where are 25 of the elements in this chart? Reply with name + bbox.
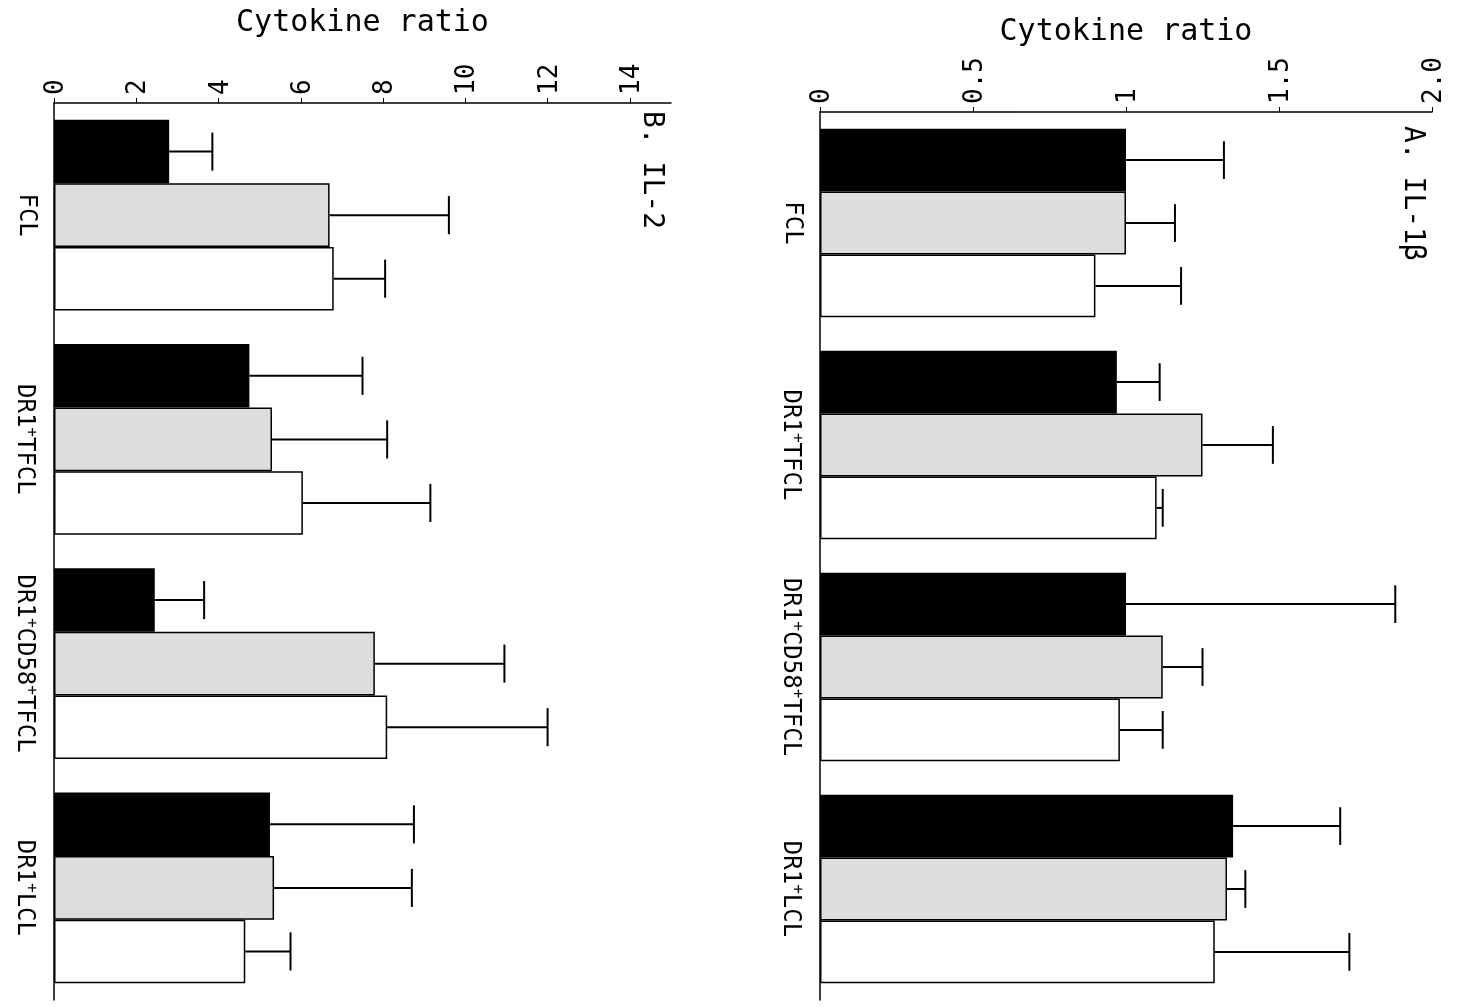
x-tick-label: 0 bbox=[805, 88, 835, 104]
x-tick-label: 0 bbox=[39, 79, 69, 95]
x-tick-label: 8 bbox=[368, 79, 399, 95]
y-tick-label: DR1+TFCL bbox=[12, 383, 42, 495]
x-tick-label: 1.5 bbox=[1264, 57, 1294, 104]
y-tick-label: DR1+TFCL bbox=[778, 389, 808, 501]
y-tick-label: DR1+CD58+TFCL bbox=[778, 577, 808, 757]
x-tick-label: 2 bbox=[121, 79, 152, 95]
x-tick-label: 12 bbox=[532, 63, 563, 95]
x-axis-title: Cytokine ratio bbox=[999, 11, 1253, 47]
x-tick-label: 2.0 bbox=[1417, 57, 1447, 104]
y-tick-label: FCL bbox=[14, 193, 42, 237]
x-tick-label: 14 bbox=[614, 63, 645, 95]
x-tick-label: 0.5 bbox=[958, 57, 988, 104]
y-tick-label: DR1+LCL bbox=[12, 839, 42, 937]
x-tick-label: 6 bbox=[285, 79, 316, 95]
x-tick-label: 1 bbox=[1111, 88, 1141, 104]
x-axis-title: Cytokine ratio bbox=[236, 2, 489, 38]
x-tick-label: 4 bbox=[203, 79, 234, 95]
x-tick-label: 10 bbox=[450, 63, 481, 95]
text: A. IL-1β bbox=[1397, 126, 1431, 261]
y-tick-label: DR1+LCL bbox=[778, 840, 808, 938]
text: B. IL-2 bbox=[636, 111, 670, 230]
y-tick-label: DR1+CD58+TFCL bbox=[12, 574, 42, 753]
y-tick-label: FCL bbox=[780, 201, 808, 245]
